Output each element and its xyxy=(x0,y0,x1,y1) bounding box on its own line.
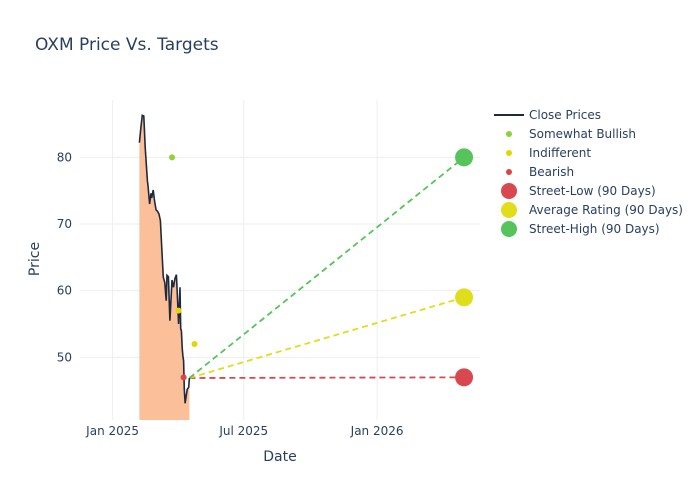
target-marker xyxy=(455,288,474,307)
x-axis-title: Date xyxy=(263,449,296,465)
legend: Close Prices Somewhat Bullish Indifferent B… xyxy=(494,108,683,237)
legend-item: Indifferent xyxy=(506,146,591,160)
close-price-area xyxy=(139,115,190,421)
axis-ticks: Jan 2025 Jul 2025 Jan 2026 50 60 70 80 xyxy=(57,150,404,438)
close-price-fill xyxy=(139,115,190,421)
legend-label: Street-High (90 Days) xyxy=(529,222,660,236)
target-line xyxy=(189,296,465,379)
legend-item: Street-Low (90 Days) xyxy=(501,183,656,199)
rating-point xyxy=(169,154,176,161)
target-line xyxy=(189,376,465,379)
legend-label: Close Prices xyxy=(529,108,601,122)
legend-label: Somewhat Bullish xyxy=(529,127,636,141)
legend-label: Street-Low (90 Days) xyxy=(529,184,656,198)
chart-title: OXM Price Vs. Targets xyxy=(35,35,219,55)
y-axis-title: Price xyxy=(27,242,43,276)
legend-swatch xyxy=(501,202,517,218)
legend-item: Close Prices xyxy=(494,108,601,122)
close-price-line xyxy=(138,114,191,404)
analyst-ratings xyxy=(169,154,198,381)
legend-swatch xyxy=(501,183,517,199)
rating-point xyxy=(191,341,198,347)
x-tick-label: Jul 2025 xyxy=(218,424,268,438)
legend-swatch xyxy=(506,169,512,175)
target-marker xyxy=(455,148,474,167)
rating-point xyxy=(180,374,187,381)
target-lines xyxy=(188,156,465,379)
legend-item: Somewhat Bullish xyxy=(506,127,636,141)
legend-swatch xyxy=(501,221,517,237)
legend-item: Bearish xyxy=(506,165,574,179)
y-tick-label: 60 xyxy=(57,284,72,298)
target-line xyxy=(188,156,465,379)
y-tick-label: 80 xyxy=(57,150,72,164)
legend-label: Indifferent xyxy=(529,146,591,160)
target-markers xyxy=(455,148,474,387)
legend-label: Bearish xyxy=(529,165,574,179)
y-tick-label: 50 xyxy=(57,350,72,364)
legend-swatch xyxy=(506,150,512,156)
x-tick-label: Jan 2025 xyxy=(85,424,139,438)
legend-swatch xyxy=(506,131,512,137)
x-tick-label: Jan 2026 xyxy=(350,424,404,438)
close-price-line-group xyxy=(138,114,191,404)
legend-item: Average Rating (90 Days) xyxy=(501,202,683,218)
legend-item: Street-High (90 Days) xyxy=(501,221,660,237)
rating-point xyxy=(175,307,182,314)
y-tick-label: 70 xyxy=(57,217,72,231)
target-marker xyxy=(455,368,474,387)
legend-label: Average Rating (90 Days) xyxy=(529,203,683,217)
